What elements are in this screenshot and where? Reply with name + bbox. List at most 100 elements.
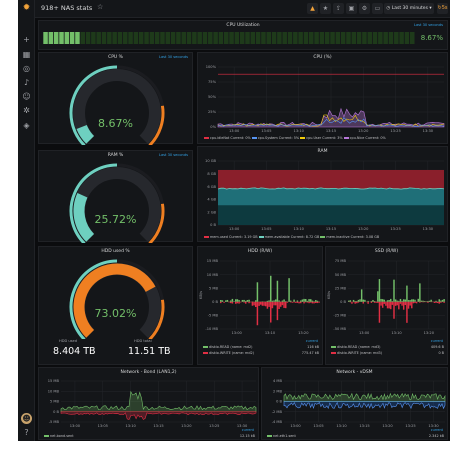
- legend-item[interactable]: cpu.idleNat Current: 0%: [204, 136, 251, 140]
- share-icon[interactable]: ⇪: [333, 3, 344, 14]
- legend-header: current: [430, 428, 443, 432]
- refresh-button[interactable]: ↻5s: [437, 3, 448, 14]
- y-axis-label: KB/s: [199, 291, 203, 299]
- hdd-legend-write[interactable]: diskio.WRITE (name: md2) 775.47 kB: [203, 351, 319, 355]
- x-tick-label: 13:10: [391, 331, 402, 335]
- util-cell: [133, 32, 139, 44]
- read-bar: [378, 279, 381, 302]
- util-cell: [107, 32, 112, 44]
- bell-icon[interactable]: ♪: [23, 78, 30, 87]
- read-bar: [409, 300, 411, 302]
- write-bar: [362, 301, 365, 304]
- read-bar: [245, 300, 247, 302]
- star-icon[interactable]: ☆: [97, 3, 104, 11]
- refresh-interval: 5s: [441, 5, 448, 11]
- ram-gauge-panel[interactable]: RAM % Last 30 seconds 25.72%: [38, 150, 193, 243]
- util-cell: [117, 32, 123, 44]
- avatar[interactable]: ☻: [21, 413, 32, 424]
- ssd-rw-panel[interactable]: SSD (R/W) 75 MB 50 MB 25 MB 0 B -25 MB -50 MB…: [325, 246, 448, 365]
- network-bond-panel[interactable]: Network - Bond (LAN1,2) 15 MB 10 MB 5 MB 0 …: [38, 367, 259, 440]
- write-bar: [407, 301, 410, 309]
- util-cell: [202, 32, 208, 44]
- read-bar: [362, 299, 365, 302]
- y-tick-label: 0 B: [210, 223, 216, 227]
- cpu-gauge-panel[interactable]: CPU % Last 30 seconds 8.67%: [38, 52, 193, 145]
- series-line: [217, 187, 445, 190]
- hdd-legend-read[interactable]: diskio.READ (name: md2) 116 kB: [203, 345, 319, 349]
- read-bar: [372, 299, 374, 302]
- read-bar: [419, 283, 421, 302]
- hdd-gauge-panel[interactable]: HDD used % 73.02% HDD used 8.404 TB HDD …: [38, 246, 193, 365]
- util-cell: [149, 32, 155, 44]
- read-bar: [221, 300, 224, 302]
- help-icon[interactable]: ?: [24, 428, 29, 437]
- gauge-fill: [73, 193, 95, 242]
- panel-title: HDD (R/W): [247, 249, 273, 254]
- legend-item[interactable]: mem.available Current: 8.72 GB: [258, 235, 319, 239]
- plus-icon[interactable]: +: [23, 35, 30, 44]
- read-bar: [300, 300, 302, 302]
- sidebar: ✹ + ▦ ◎ ♪ ☺ ✲ ◈ ☻ ?: [18, 0, 35, 441]
- dashboard-title[interactable]: 918+ NAS stats: [41, 4, 93, 12]
- network-vdsm-chart: 4 MB 2 MB 0 B -2 MB -4 MB 13:00 13:05 13:10 13:1…: [272, 379, 446, 428]
- ram-chart-panel[interactable]: RAM 10 GB 8 GB 6 GB 4 GB 2 GB 0 B 13:00 13:05 13…: [197, 146, 448, 242]
- ssd-legend-write[interactable]: diskio.WRITE (name: md3) 0 B: [331, 351, 444, 355]
- write-bar: [256, 301, 259, 326]
- shield-icon[interactable]: ◈: [23, 121, 30, 130]
- save-icon[interactable]: ▣: [346, 3, 357, 14]
- user-icon[interactable]: ☺: [22, 92, 31, 101]
- hdd-used-value: 8.404 TB: [53, 346, 96, 357]
- write-bar: [318, 301, 320, 303]
- grid-icon[interactable]: ▦: [22, 50, 31, 59]
- cpu-utilization-panel[interactable]: CPU Utilization Last 30 seconds 8.67%: [38, 20, 448, 50]
- read-bar: [406, 285, 408, 302]
- compass-icon[interactable]: ◎: [23, 64, 30, 73]
- vdsm-legend-sent[interactable]: net.eth1.sent 2.342 kB: [267, 434, 444, 438]
- read-bar: [231, 298, 234, 302]
- util-cell: [192, 32, 197, 44]
- panel-subtitle: Last 30 seconds: [158, 55, 188, 59]
- grafana-logo-icon[interactable]: ✹: [22, 3, 31, 13]
- read-bar: [422, 300, 424, 302]
- util-cell: [223, 32, 229, 44]
- legend-item[interactable]: cpu.System Current: 5%: [251, 136, 299, 140]
- settings-icon[interactable]: ⚙: [359, 3, 370, 14]
- read-bar: [404, 299, 407, 302]
- write-bar: [255, 301, 257, 307]
- read-bar: [220, 300, 222, 302]
- legend-item[interactable]: cpu.Nice Current: 0%: [343, 136, 386, 140]
- gauge-fill: [76, 124, 95, 144]
- util-cell: [96, 32, 101, 44]
- write-bar: [228, 301, 230, 303]
- hdd-rw-panel[interactable]: HDD (R/W) 15 MB 10 MB 5 MB 0 B -5 MB -10 MB 13…: [197, 246, 323, 365]
- read-bar: [283, 299, 285, 302]
- y-tick-label: 15 MB: [207, 259, 219, 263]
- gear-icon[interactable]: ✲: [23, 106, 30, 115]
- ssd-legend-read[interactable]: diskio.READ (name: md3) 409.6 B: [331, 345, 444, 349]
- cpu-chart: 100% 75% 50% 25% 0% 13:00 13:05 13:10 13:15 13:20…: [206, 65, 445, 133]
- add-panel-icon[interactable]: ▲: [307, 3, 318, 14]
- panel-title: HDD used %: [101, 249, 130, 254]
- legend-item[interactable]: cpu.User Current: 3%: [300, 136, 343, 140]
- write-bar: [377, 301, 379, 303]
- write-bar: [357, 301, 360, 303]
- util-cell: [85, 32, 91, 44]
- tv-icon[interactable]: ▭: [372, 3, 383, 14]
- read-bar: [246, 300, 249, 302]
- legend-item[interactable]: mem.used Current: 3.19 GB: [204, 235, 258, 239]
- read-bar: [399, 298, 402, 302]
- gauge-track: [73, 167, 161, 243]
- bond-legend-sent[interactable]: net.bond.sent 12.15 kB: [44, 434, 255, 438]
- cpu-chart-panel[interactable]: CPU (%) 100% 75% 50% 25% 0% 13:00 13:05 13:10 13…: [197, 52, 448, 144]
- write-bar: [230, 301, 232, 304]
- y-tick-label: 10 MB: [207, 273, 219, 277]
- network-vdsm-panel[interactable]: Network - vDSM 4 MB 2 MB 0 B -2 MB -4 MB 13:0…: [261, 367, 448, 440]
- util-cell: [399, 32, 404, 44]
- time-range-picker[interactable]: ◷ Last 30 minutes ▾: [384, 3, 434, 14]
- x-tick-label: 13:25: [390, 129, 400, 133]
- write-bar: [236, 301, 239, 304]
- star-button-icon[interactable]: ★: [320, 3, 331, 14]
- legend-item[interactable]: mem.inactive Current: 3.08 GB: [320, 235, 379, 239]
- y-tick-label: 100%: [206, 65, 217, 69]
- gauge-threshold: [116, 259, 164, 301]
